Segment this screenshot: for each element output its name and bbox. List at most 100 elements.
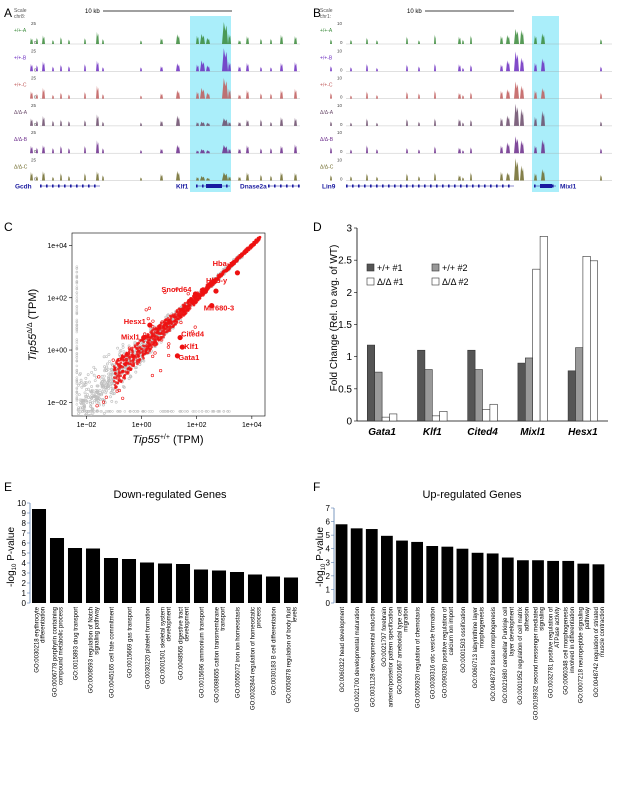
scatter-point-red xyxy=(173,322,177,326)
scatter-point-grey xyxy=(75,320,79,323)
coverage-peak xyxy=(96,114,99,126)
gene-exon xyxy=(442,184,444,188)
scatter-point-grey xyxy=(103,369,107,373)
coverage-peak xyxy=(458,175,461,181)
legend-swatch xyxy=(431,277,440,286)
highlighted-gene-point xyxy=(213,288,219,294)
scatter-point-grey xyxy=(134,370,138,374)
scatter-point-red xyxy=(205,285,209,288)
gene-exon xyxy=(94,184,96,188)
gene-exon xyxy=(412,184,414,188)
scatter-point-red xyxy=(240,254,244,258)
x-category-label: GO:0001952 regulation of cell matrixadhe… xyxy=(518,607,530,705)
track-name: Δ/Δ-B xyxy=(14,137,28,143)
coverage-peak xyxy=(462,177,464,181)
coverage-peak xyxy=(520,165,524,181)
gene-exon xyxy=(292,184,294,188)
coverage-peak xyxy=(500,145,503,154)
scatter-point-red xyxy=(114,368,117,372)
scatter-point-grey xyxy=(92,373,96,377)
scatter-point-red xyxy=(153,335,157,338)
highlight-region xyxy=(532,16,559,192)
coverage-peak xyxy=(246,90,249,99)
coverage-peak xyxy=(196,122,199,126)
scatter-point-grey xyxy=(75,347,79,351)
track-min-label: 0 xyxy=(340,67,343,72)
coverage-peak xyxy=(520,57,524,72)
y-tick-label: 0.5 xyxy=(338,384,352,395)
coverage-peak xyxy=(350,122,352,126)
scatter-point-red xyxy=(146,341,150,345)
scatter-point-red xyxy=(97,375,101,379)
scatter-point-grey xyxy=(138,363,142,367)
track-min-label: 0 xyxy=(34,40,37,45)
coverage-peak xyxy=(330,92,332,99)
coverage-peak xyxy=(470,147,472,154)
scatter-point-red xyxy=(169,322,173,325)
gene-exon xyxy=(496,184,498,188)
scatter-point-grey xyxy=(79,401,83,405)
coverage-peak xyxy=(270,38,272,44)
gene-exon xyxy=(206,184,222,188)
scatter-point-red xyxy=(165,321,169,325)
coverage-peak xyxy=(500,171,503,181)
coverage-peak xyxy=(280,172,283,181)
gene-exon xyxy=(52,184,54,188)
track-name: Δ/Δ-C xyxy=(320,165,334,171)
coverage-peak xyxy=(176,90,180,99)
coverage-peak xyxy=(600,92,602,99)
scatter-point-red xyxy=(121,369,125,373)
scatter-point-grey xyxy=(75,352,79,355)
coverage-peak xyxy=(222,48,228,72)
scatter-point-grey xyxy=(84,376,88,380)
coverage-peak xyxy=(36,37,38,44)
coverage-peak xyxy=(160,66,163,72)
bar-chart-d: 0 0.5 1 1.5 2 2.5 3 Gata1 Klf1 Cited4 Mixl1 Hesx1 +… xyxy=(329,224,608,438)
y-tick-label: 1 xyxy=(22,589,27,598)
coverage-peak xyxy=(96,171,99,181)
scatter-point-grey xyxy=(94,375,98,379)
scatter-point-red xyxy=(160,320,164,324)
coverage-peak xyxy=(238,40,241,44)
scatter-point-red xyxy=(197,298,200,301)
scatter-point-grey xyxy=(88,401,92,405)
scatter-point-grey xyxy=(86,373,90,377)
scatter-point-grey xyxy=(99,382,103,385)
coverage-peak xyxy=(462,122,464,126)
scatter-point-grey xyxy=(94,400,98,404)
coverage-peak xyxy=(176,63,180,72)
track-name: +/+-B xyxy=(320,55,333,61)
legend-swatch xyxy=(366,263,375,272)
coverage-peak xyxy=(60,119,62,126)
bar xyxy=(381,416,390,422)
scatter-point-grey xyxy=(102,412,106,415)
y-tick-label: 2 xyxy=(346,288,352,299)
scatter-point-grey xyxy=(77,412,80,416)
coverage-peak xyxy=(330,39,332,44)
scatter-point-red xyxy=(184,306,187,309)
scatter-point-red xyxy=(104,395,108,399)
x-category-label: GO:0050920 regulation of chemotaxis xyxy=(416,607,422,708)
coverage-peak xyxy=(96,31,99,44)
coverage-peak xyxy=(514,136,519,154)
scatter-point-red xyxy=(189,297,193,300)
plot-frame xyxy=(71,232,266,417)
coverage-peak xyxy=(294,117,297,126)
scatter-point-red xyxy=(167,353,171,358)
coverage-peak xyxy=(30,171,33,181)
coverage-peak xyxy=(330,147,332,154)
panel-letter-d: D xyxy=(313,220,322,234)
scatter-point-grey xyxy=(89,417,91,419)
coverage-peak xyxy=(238,94,241,99)
coverage-peak xyxy=(520,140,524,154)
scatter-point-red xyxy=(117,357,121,362)
coverage-peak xyxy=(376,148,378,154)
scatter-point-grey xyxy=(129,410,132,413)
coverage-peak xyxy=(600,66,602,72)
coverage-peak xyxy=(196,35,199,44)
scatter-point-grey xyxy=(122,350,126,354)
scatter-point-grey xyxy=(105,362,109,366)
scatter-point-red xyxy=(230,261,234,264)
coverage-peak xyxy=(84,37,86,44)
bar xyxy=(501,557,514,603)
